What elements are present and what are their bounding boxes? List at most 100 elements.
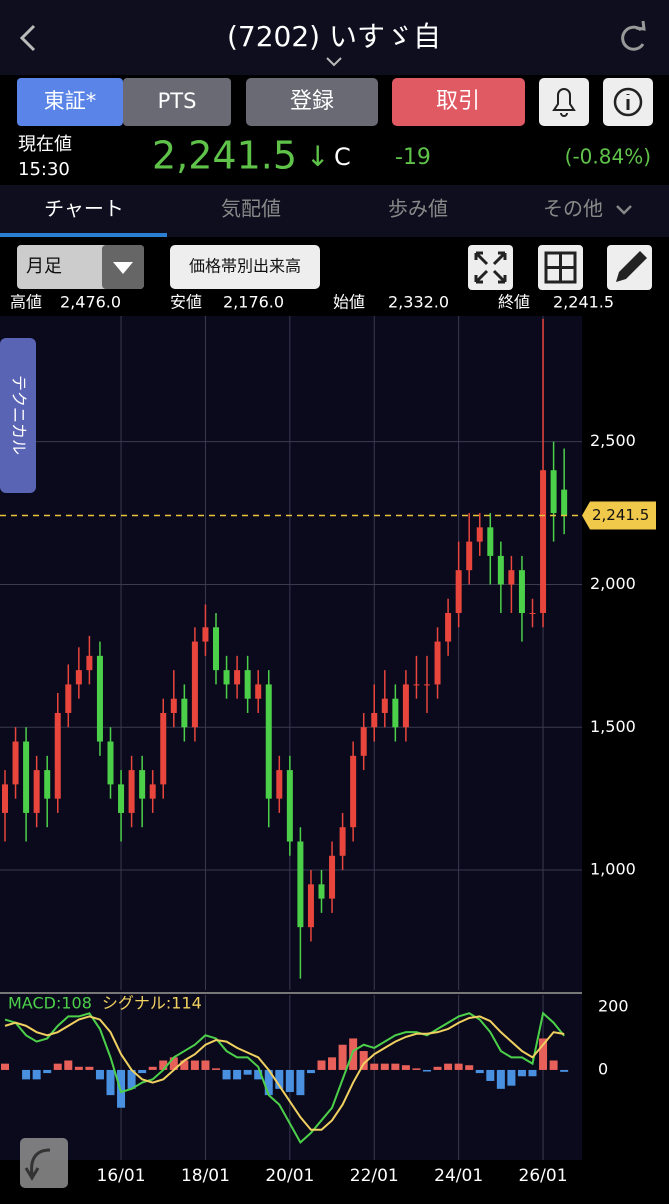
price-label: 現在値 xyxy=(18,134,72,155)
histogram-bar xyxy=(517,1069,526,1077)
candle-body xyxy=(255,684,262,699)
bell-icon xyxy=(552,88,576,117)
alert-button[interactable] xyxy=(539,78,589,126)
back-button[interactable] xyxy=(19,24,36,52)
histogram-bar xyxy=(423,1069,431,1072)
candle-body xyxy=(561,489,568,516)
candle-body xyxy=(445,613,452,642)
candle-body xyxy=(466,541,473,571)
histogram-bar xyxy=(85,1066,94,1070)
fullscreen-button[interactable] xyxy=(468,245,513,290)
legend-label: MACD:108 xyxy=(8,994,92,1013)
exchange-tse[interactable] xyxy=(17,78,123,126)
candle-body xyxy=(160,712,167,785)
candle-body xyxy=(107,741,114,785)
histogram-bar xyxy=(528,1069,537,1077)
price-change-pct: (-0.84%) xyxy=(565,145,651,169)
histogram-bar xyxy=(169,1057,178,1070)
button-label: 東証* xyxy=(44,89,97,113)
candle-body xyxy=(550,470,557,514)
exchange-pts[interactable] xyxy=(123,78,231,126)
histogram-bar xyxy=(22,1069,31,1080)
tab[interactable]: 気配値 xyxy=(221,197,281,221)
candle-body xyxy=(149,784,156,799)
candle-body xyxy=(360,727,367,756)
histogram-bar xyxy=(412,1068,421,1070)
histogram-bar xyxy=(465,1065,474,1070)
histogram-bar xyxy=(539,1038,548,1070)
histogram-bar xyxy=(549,1060,558,1070)
fullscreen-icon xyxy=(474,251,507,284)
corner-icon xyxy=(24,1148,51,1181)
histogram-bar xyxy=(507,1069,516,1086)
corner-button[interactable] xyxy=(20,1138,68,1188)
candle-body xyxy=(75,670,82,685)
candle-body xyxy=(12,741,19,785)
histogram-bar xyxy=(95,1069,104,1080)
histogram-bar xyxy=(53,1063,62,1070)
pencil-icon xyxy=(616,251,647,282)
ohlc-value: 2,476.0 xyxy=(60,293,121,312)
candle-body xyxy=(297,841,304,928)
histogram-bar xyxy=(190,1060,199,1070)
histogram-bar xyxy=(106,1069,115,1096)
candle-body xyxy=(318,884,325,899)
histogram-bar xyxy=(222,1069,231,1080)
histogram-bar xyxy=(254,1069,263,1080)
candle-body xyxy=(413,684,420,686)
technical-tab[interactable] xyxy=(0,338,36,493)
candle-body xyxy=(339,827,346,856)
ohlc-label: 終値 xyxy=(498,293,530,312)
candle-body xyxy=(276,770,283,799)
y-tick-label: 2,500 xyxy=(590,431,636,450)
technical-tab-label: テクニカル xyxy=(10,375,29,455)
histogram-bar xyxy=(433,1066,442,1070)
button-label: 登録 xyxy=(290,89,334,114)
histogram-bar xyxy=(201,1060,210,1070)
candle-body xyxy=(54,712,61,799)
histogram-bar xyxy=(317,1060,326,1070)
candle-body xyxy=(381,698,388,713)
y-tick-label: 1,500 xyxy=(590,717,636,736)
histogram-bar xyxy=(180,1060,189,1070)
histogram-bar xyxy=(560,1069,569,1072)
last-price-tag xyxy=(582,501,656,530)
refresh-button[interactable] xyxy=(621,25,645,51)
price-flag: C xyxy=(334,143,351,171)
histogram-bar xyxy=(401,1065,410,1070)
candle-body xyxy=(455,570,462,614)
candle-body xyxy=(139,770,146,799)
volume-profile-label: 価格帯別出来高 xyxy=(189,257,301,276)
x-tick-label: 26/01 xyxy=(519,1166,568,1186)
volume-profile-button[interactable] xyxy=(170,245,320,289)
candle-body xyxy=(540,470,547,614)
histogram-bar xyxy=(349,1038,358,1070)
candle-body xyxy=(223,670,230,685)
tab-chevron xyxy=(616,205,632,215)
tab[interactable]: チャート xyxy=(44,197,124,221)
header-bar xyxy=(0,0,669,75)
candle-body xyxy=(476,527,483,542)
histogram-bar xyxy=(138,1069,147,1074)
histogram-bar xyxy=(475,1069,484,1074)
histogram-bar xyxy=(275,1069,284,1089)
register-button[interactable] xyxy=(246,78,378,126)
tab[interactable]: その他 xyxy=(543,197,603,221)
x-tick-label: 16/01 xyxy=(97,1166,146,1186)
title-chevron[interactable] xyxy=(326,57,342,67)
x-tick-label: 18/01 xyxy=(181,1166,230,1186)
histogram-bar xyxy=(243,1069,252,1075)
last-price-label: 2,241.5 xyxy=(592,506,649,524)
y-tick-label: 200 xyxy=(598,996,629,1015)
candle-body xyxy=(402,684,409,728)
histogram-bar xyxy=(1,1063,9,1070)
tab[interactable]: 歩み値 xyxy=(388,197,448,221)
trade-button[interactable] xyxy=(392,78,525,126)
histogram-bar xyxy=(32,1069,41,1080)
price-change: -19 xyxy=(395,145,431,170)
legend-label: シグナル:114 xyxy=(102,994,202,1013)
candle-body xyxy=(202,627,209,642)
histogram-bar xyxy=(264,1069,273,1096)
